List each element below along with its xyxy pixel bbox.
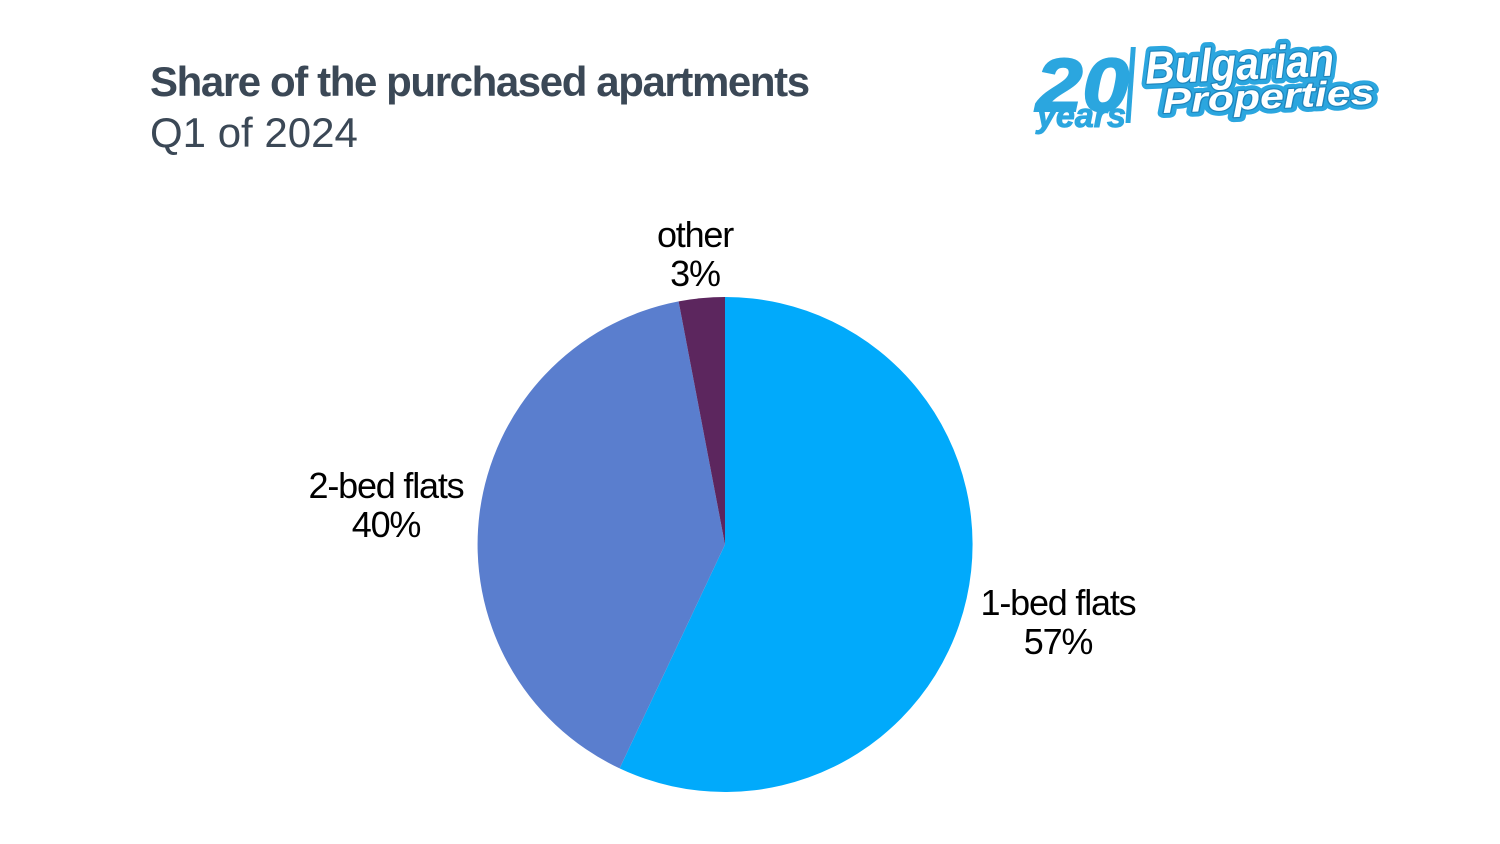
svg-text:Bulgarian: Bulgarian (1144, 34, 1335, 94)
svg-text:years: years (1035, 97, 1126, 135)
svg-text:20: 20 (1034, 43, 1129, 127)
svg-text:Properties: Properties (1162, 73, 1375, 121)
